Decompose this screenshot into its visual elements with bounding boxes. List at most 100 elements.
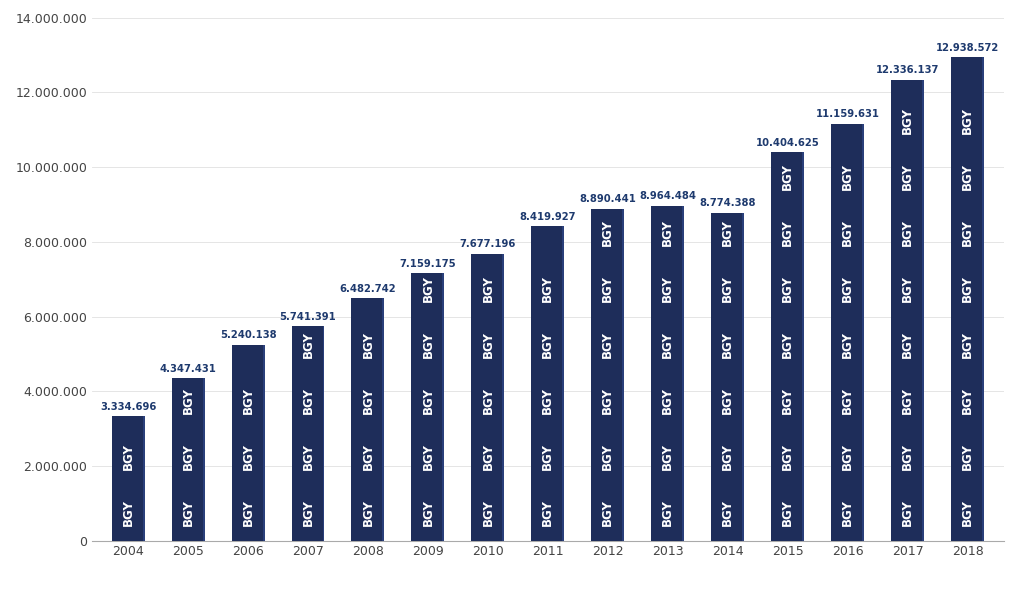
Text: BGY: BGY	[841, 219, 854, 246]
Bar	[323, 326, 325, 541]
Text: BGY: BGY	[841, 275, 854, 302]
Text: BGY: BGY	[542, 275, 554, 302]
Text: BGY: BGY	[422, 275, 434, 302]
Text: BGY: BGY	[662, 499, 674, 526]
Bar	[442, 273, 444, 541]
Text: BGY: BGY	[841, 331, 854, 358]
Text: BGY: BGY	[901, 163, 914, 190]
Text: BGY: BGY	[361, 331, 375, 358]
Text: BGY: BGY	[601, 443, 614, 470]
Text: BGY: BGY	[662, 331, 674, 358]
Text: BGY: BGY	[601, 387, 614, 414]
Text: BGY: BGY	[781, 387, 795, 414]
Text: BGY: BGY	[301, 387, 314, 414]
Text: BGY: BGY	[422, 499, 434, 526]
Text: BGY: BGY	[901, 107, 914, 134]
Text: BGY: BGY	[542, 331, 554, 358]
Text: BGY: BGY	[781, 163, 795, 190]
Text: BGY: BGY	[901, 499, 914, 526]
Text: 5.741.391: 5.741.391	[280, 312, 336, 322]
Text: BGY: BGY	[721, 499, 734, 526]
Text: BGY: BGY	[422, 387, 434, 414]
Text: BGY: BGY	[721, 331, 734, 358]
Bar	[383, 299, 384, 541]
Text: BGY: BGY	[242, 387, 255, 414]
Text: 8.964.484: 8.964.484	[639, 191, 696, 201]
Text: BGY: BGY	[901, 331, 914, 358]
Bar	[831, 124, 864, 541]
Text: BGY: BGY	[542, 387, 554, 414]
Bar	[891, 80, 924, 541]
Text: 10.404.625: 10.404.625	[756, 138, 819, 147]
Bar	[112, 416, 144, 541]
Text: BGY: BGY	[841, 443, 854, 470]
Text: BGY: BGY	[962, 219, 974, 246]
Bar	[262, 345, 264, 541]
Text: BGY: BGY	[122, 443, 134, 470]
Text: BGY: BGY	[181, 443, 195, 470]
Text: BGY: BGY	[962, 331, 974, 358]
Text: BGY: BGY	[901, 219, 914, 246]
Text: 8.890.441: 8.890.441	[580, 194, 636, 204]
Bar	[503, 254, 505, 541]
Text: BGY: BGY	[781, 443, 795, 470]
Text: BGY: BGY	[481, 443, 495, 470]
Text: BGY: BGY	[301, 331, 314, 358]
Text: BGY: BGY	[422, 443, 434, 470]
Text: BGY: BGY	[481, 499, 495, 526]
Text: BGY: BGY	[242, 443, 255, 470]
Text: 6.482.742: 6.482.742	[340, 284, 396, 294]
Text: BGY: BGY	[601, 499, 614, 526]
Bar	[623, 208, 625, 541]
Text: BGY: BGY	[901, 275, 914, 302]
Text: 3.334.696: 3.334.696	[100, 402, 157, 412]
Bar	[651, 206, 684, 541]
Bar	[591, 208, 625, 541]
Text: 5.240.138: 5.240.138	[220, 330, 276, 340]
Text: BGY: BGY	[662, 387, 674, 414]
Bar	[682, 206, 684, 541]
Bar	[412, 273, 444, 541]
Bar	[203, 378, 205, 541]
Text: 12.336.137: 12.336.137	[876, 65, 939, 75]
Bar	[172, 378, 205, 541]
Text: BGY: BGY	[122, 499, 134, 526]
Text: BGY: BGY	[781, 499, 795, 526]
Text: BGY: BGY	[781, 275, 795, 302]
Text: BGY: BGY	[181, 387, 195, 414]
Text: BGY: BGY	[721, 443, 734, 470]
Bar	[922, 80, 924, 541]
Bar	[862, 124, 864, 541]
Bar	[471, 254, 505, 541]
Bar	[562, 226, 564, 541]
Text: BGY: BGY	[781, 219, 795, 246]
Text: 7.159.175: 7.159.175	[399, 259, 457, 268]
Text: BGY: BGY	[962, 443, 974, 470]
Text: BGY: BGY	[481, 387, 495, 414]
Bar	[531, 226, 564, 541]
Text: BGY: BGY	[841, 499, 854, 526]
Text: BGY: BGY	[361, 387, 375, 414]
Bar	[351, 299, 384, 541]
Text: BGY: BGY	[422, 331, 434, 358]
Text: BGY: BGY	[542, 499, 554, 526]
Text: BGY: BGY	[962, 163, 974, 190]
Bar	[231, 345, 264, 541]
Bar	[292, 326, 325, 541]
Bar	[742, 213, 744, 541]
Bar	[802, 152, 804, 541]
Text: BGY: BGY	[662, 219, 674, 246]
Text: BGY: BGY	[301, 443, 314, 470]
Text: BGY: BGY	[781, 331, 795, 358]
Text: 8.774.388: 8.774.388	[699, 198, 756, 208]
Text: 7.677.196: 7.677.196	[460, 239, 516, 249]
Text: BGY: BGY	[962, 107, 974, 134]
Text: BGY: BGY	[662, 443, 674, 470]
Text: 4.347.431: 4.347.431	[160, 364, 216, 374]
Text: 8.419.927: 8.419.927	[519, 211, 577, 222]
Text: BGY: BGY	[301, 499, 314, 526]
Bar	[712, 213, 744, 541]
Text: BGY: BGY	[542, 443, 554, 470]
Text: BGY: BGY	[841, 163, 854, 190]
Text: BGY: BGY	[841, 387, 854, 414]
